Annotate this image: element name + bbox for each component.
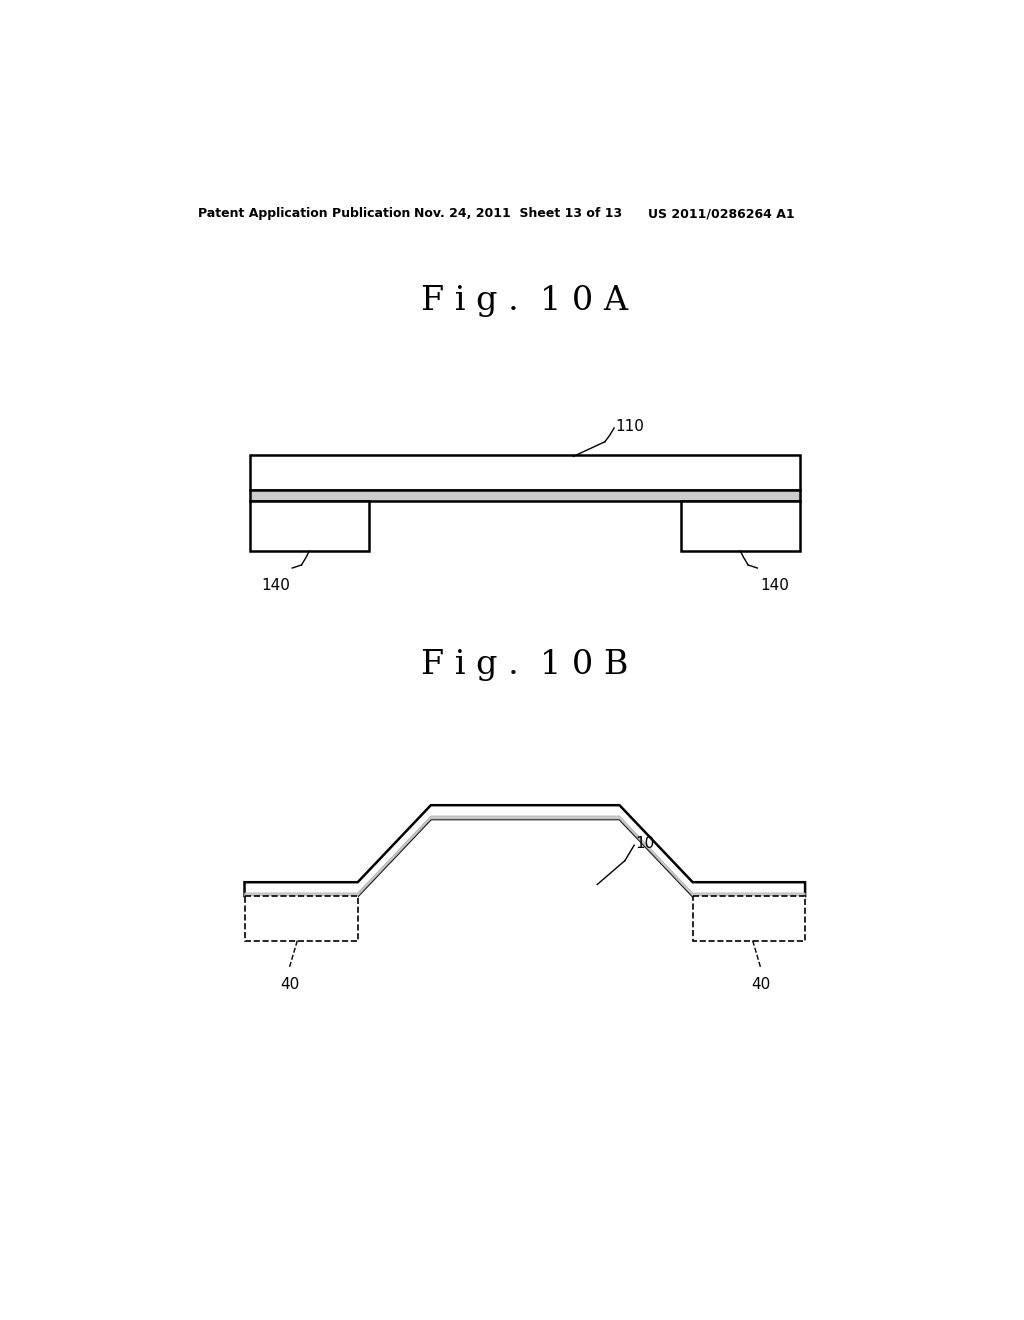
Text: Patent Application Publication: Patent Application Publication [199,207,411,220]
Text: 40: 40 [751,977,770,991]
Text: 40: 40 [280,977,299,991]
Text: F i g .  1 0 A: F i g . 1 0 A [421,285,629,317]
Text: US 2011/0286264 A1: US 2011/0286264 A1 [648,207,795,220]
Bar [681,502,801,552]
Bar [250,502,370,552]
Text: 110: 110 [615,418,644,434]
Text: 10: 10 [636,836,655,851]
Bar [250,455,801,490]
Bar [245,896,357,941]
Text: 140: 140 [760,578,788,593]
Polygon shape [245,805,805,896]
Polygon shape [245,816,805,896]
Bar [250,490,801,502]
Bar [692,896,805,941]
Text: F i g .  1 0 B: F i g . 1 0 B [421,649,629,681]
Text: Nov. 24, 2011  Sheet 13 of 13: Nov. 24, 2011 Sheet 13 of 13 [414,207,622,220]
Text: 140: 140 [261,578,291,593]
